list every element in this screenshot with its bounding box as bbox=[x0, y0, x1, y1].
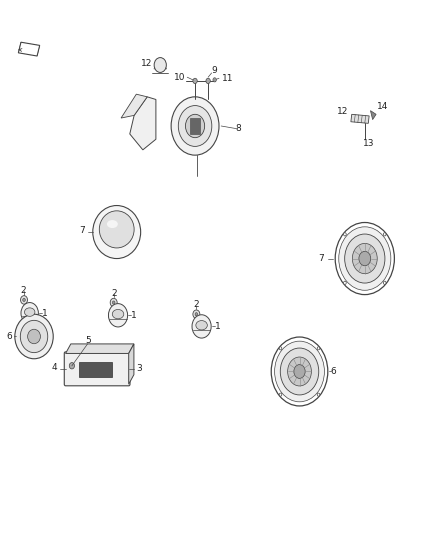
Text: 7: 7 bbox=[318, 254, 324, 263]
Circle shape bbox=[335, 222, 394, 295]
Circle shape bbox=[279, 347, 282, 350]
Circle shape bbox=[317, 393, 320, 396]
Text: 11: 11 bbox=[222, 74, 233, 83]
Circle shape bbox=[23, 298, 25, 302]
Circle shape bbox=[21, 296, 28, 304]
Circle shape bbox=[271, 337, 328, 406]
Polygon shape bbox=[351, 114, 369, 123]
Ellipse shape bbox=[107, 220, 118, 228]
Text: 2: 2 bbox=[111, 288, 117, 297]
Circle shape bbox=[352, 244, 377, 273]
Circle shape bbox=[154, 58, 166, 72]
Text: 6: 6 bbox=[6, 332, 12, 341]
Text: 7: 7 bbox=[79, 227, 85, 236]
Bar bbox=[79, 362, 112, 377]
Text: 9: 9 bbox=[212, 66, 218, 75]
Text: 2: 2 bbox=[194, 300, 199, 309]
Circle shape bbox=[343, 233, 346, 236]
Polygon shape bbox=[18, 42, 40, 56]
Polygon shape bbox=[66, 344, 134, 353]
Text: 5: 5 bbox=[85, 336, 91, 345]
Circle shape bbox=[280, 348, 319, 395]
Circle shape bbox=[294, 365, 305, 378]
Ellipse shape bbox=[20, 320, 48, 353]
Circle shape bbox=[343, 281, 346, 285]
Ellipse shape bbox=[25, 308, 35, 317]
Text: 1: 1 bbox=[42, 309, 48, 318]
Text: 3: 3 bbox=[137, 365, 142, 373]
Polygon shape bbox=[129, 344, 134, 384]
Circle shape bbox=[109, 304, 127, 327]
Circle shape bbox=[193, 310, 200, 318]
Circle shape bbox=[21, 303, 39, 324]
Circle shape bbox=[113, 301, 115, 304]
Circle shape bbox=[195, 313, 198, 316]
Text: 4: 4 bbox=[52, 364, 57, 372]
Circle shape bbox=[317, 347, 320, 350]
Text: 6: 6 bbox=[330, 367, 336, 376]
Circle shape bbox=[345, 234, 385, 283]
Bar bbox=[190, 118, 200, 134]
Circle shape bbox=[383, 233, 386, 236]
Text: 1: 1 bbox=[215, 322, 221, 331]
Text: 8: 8 bbox=[236, 124, 241, 133]
Circle shape bbox=[383, 281, 386, 285]
Ellipse shape bbox=[112, 310, 124, 319]
Circle shape bbox=[185, 114, 205, 138]
Circle shape bbox=[359, 252, 371, 266]
Ellipse shape bbox=[15, 314, 53, 359]
Ellipse shape bbox=[196, 320, 207, 330]
Circle shape bbox=[171, 97, 219, 155]
Ellipse shape bbox=[28, 329, 40, 344]
Circle shape bbox=[178, 106, 212, 147]
Text: 14: 14 bbox=[377, 102, 388, 111]
Ellipse shape bbox=[99, 211, 134, 248]
Circle shape bbox=[213, 78, 216, 82]
Ellipse shape bbox=[93, 206, 141, 259]
Text: 12: 12 bbox=[141, 60, 152, 68]
Circle shape bbox=[275, 341, 325, 402]
FancyBboxPatch shape bbox=[64, 352, 130, 386]
Text: 10: 10 bbox=[174, 72, 186, 82]
Polygon shape bbox=[121, 94, 147, 118]
Text: 1: 1 bbox=[131, 311, 137, 320]
Circle shape bbox=[279, 393, 282, 396]
Circle shape bbox=[110, 298, 117, 307]
Circle shape bbox=[69, 362, 74, 369]
Text: 2: 2 bbox=[20, 286, 26, 295]
Circle shape bbox=[192, 315, 211, 338]
Text: 13: 13 bbox=[364, 139, 375, 148]
Polygon shape bbox=[371, 111, 376, 119]
Circle shape bbox=[193, 78, 197, 84]
Circle shape bbox=[288, 357, 311, 386]
Text: 12: 12 bbox=[337, 107, 349, 116]
Circle shape bbox=[206, 78, 210, 84]
Circle shape bbox=[339, 227, 391, 290]
Polygon shape bbox=[130, 97, 156, 150]
